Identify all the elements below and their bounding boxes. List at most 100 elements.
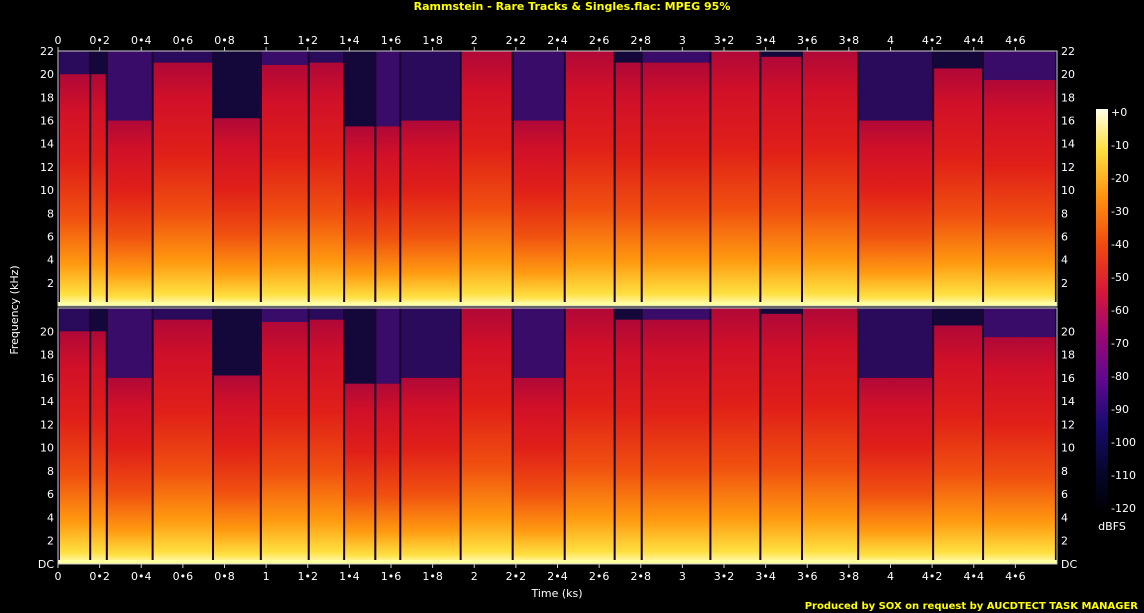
x-tick-label-top: 0•8: [214, 34, 235, 47]
x-tick-label-top: 1: [263, 34, 270, 47]
x-tick-label-bottom: 1•6: [381, 570, 402, 583]
track-block: [709, 308, 760, 564]
y-tick-label-left: 4: [47, 254, 54, 267]
track-boundary: [613, 308, 616, 564]
x-tick-label-bottom: 1•8: [422, 570, 443, 583]
track-boundary: [343, 308, 346, 564]
x-tick-label-bottom: 3•2: [714, 570, 735, 583]
x-tick-label-bottom: 2•8: [631, 570, 652, 583]
track-block: [212, 118, 260, 307]
x-tick-label-bottom: 2•4: [547, 570, 568, 583]
colorbar-tick-label: -30: [1111, 205, 1129, 218]
x-tick-label-bottom: 2: [471, 570, 478, 583]
track-block: [459, 51, 512, 306]
y-tick-label-right: 10: [1061, 184, 1075, 197]
track-block: [307, 319, 344, 564]
track-haze: [151, 51, 213, 63]
track-haze: [259, 308, 308, 322]
track-block: [759, 56, 802, 306]
x-tick-label-top: 4•2: [922, 34, 943, 47]
track-block: [58, 74, 90, 306]
x-tick-label-top: 3•2: [714, 34, 735, 47]
track-block: [89, 74, 106, 306]
track-block: [151, 319, 213, 564]
y-tick-label-left: 12: [40, 418, 54, 431]
y-tick-label-left: 12: [40, 161, 54, 174]
y-tick-label-left: 16: [40, 372, 54, 385]
track-block: [759, 313, 802, 564]
track-haze: [343, 51, 375, 127]
track-boundary: [801, 51, 804, 306]
track-block: [89, 331, 106, 564]
track-block: [259, 64, 308, 306]
y-tick-label-left: 18: [40, 349, 54, 362]
track-boundary: [307, 308, 310, 564]
track-block: [801, 51, 858, 306]
y-tick-label-left: 8: [47, 465, 54, 478]
x-tick-label-top: 3•8: [839, 34, 860, 47]
y-tick-label-left: 20: [40, 325, 54, 338]
track-block: [259, 321, 308, 564]
chart-title: Rammstein - Rare Tracks & Singles.flac: …: [413, 0, 731, 13]
y-tick-label-left: 14: [40, 395, 54, 408]
track-haze: [89, 51, 106, 75]
track-boundary: [151, 308, 154, 564]
y-tick-label-right: 22: [1061, 45, 1075, 58]
y-tick-label-right: 18: [1061, 91, 1075, 104]
x-tick-label-top: 1•2: [298, 34, 319, 47]
x-tick-label-bottom: 1: [263, 570, 270, 583]
y-tick-label-right: 12: [1061, 161, 1075, 174]
y-tick-label-right: 8: [1061, 207, 1068, 220]
y-tick-label-right: 12: [1061, 418, 1075, 431]
track-haze: [857, 308, 933, 378]
track-haze: [759, 51, 802, 57]
track-haze: [89, 308, 106, 332]
x-tick-label-top: 2: [471, 34, 478, 47]
x-tick-label-bottom: 3•6: [797, 570, 818, 583]
track-haze: [105, 51, 152, 121]
track-boundary: [374, 51, 377, 306]
x-tick-label-bottom: 2•2: [506, 570, 527, 583]
y-tick-label-right: 14: [1061, 395, 1075, 408]
x-tick-label-bottom: 2•6: [589, 570, 610, 583]
x-tick-label-top: 0•4: [131, 34, 152, 47]
x-tick-label-top: 2•4: [547, 34, 568, 47]
x-tick-label-bottom: 3•8: [839, 570, 860, 583]
track-boundary: [709, 51, 712, 306]
track-block: [857, 120, 933, 306]
track-haze: [932, 51, 983, 69]
track-block: [982, 337, 1055, 564]
track-boundary: [343, 51, 346, 306]
x-tick-label-bottom: 0•6: [173, 570, 194, 583]
axes: 0 0 0•2 0•2 0•4 0•4 0•6 0•6 0•8 0•8 1 1 1•2 1•2 1•4 1•4…: [38, 34, 1078, 583]
y-tick-label-right: 4: [1061, 511, 1068, 524]
track-block: [563, 51, 614, 306]
track-haze: [613, 308, 641, 320]
x-tick-label-bottom: 3•4: [755, 570, 776, 583]
x-tick-label-top: 1•6: [381, 34, 402, 47]
track-haze: [932, 308, 983, 326]
x-tick-label-bottom: 4•2: [922, 570, 943, 583]
track-haze: [982, 51, 1055, 80]
track-boundary: [511, 308, 514, 564]
x-tick-label-bottom: 1•4: [339, 570, 360, 583]
y-tick-label-left: 2: [47, 277, 54, 290]
track-boundary: [212, 308, 215, 564]
y-tick-label-left: 10: [40, 184, 54, 197]
x-tick-label-top: 4: [887, 34, 894, 47]
track-boundary: [212, 51, 215, 306]
track-block: [932, 68, 983, 307]
track-boundary: [105, 308, 108, 564]
colorbar-tick-label: +0: [1111, 106, 1127, 119]
track-boundary: [759, 51, 762, 306]
colorbar-tick-label: -120: [1111, 502, 1136, 515]
track-haze: [58, 308, 90, 332]
colorbar-tick-label: -80: [1111, 370, 1129, 383]
track-boundary: [151, 51, 154, 306]
spectrogram-channel-1: [57, 50, 1058, 307]
track-boundary: [459, 51, 462, 306]
track-block: [343, 383, 375, 564]
y-tick-label-left: 4: [47, 511, 54, 524]
track-boundary: [932, 308, 935, 564]
x-tick-label-bottom: 4•6: [1005, 570, 1026, 583]
